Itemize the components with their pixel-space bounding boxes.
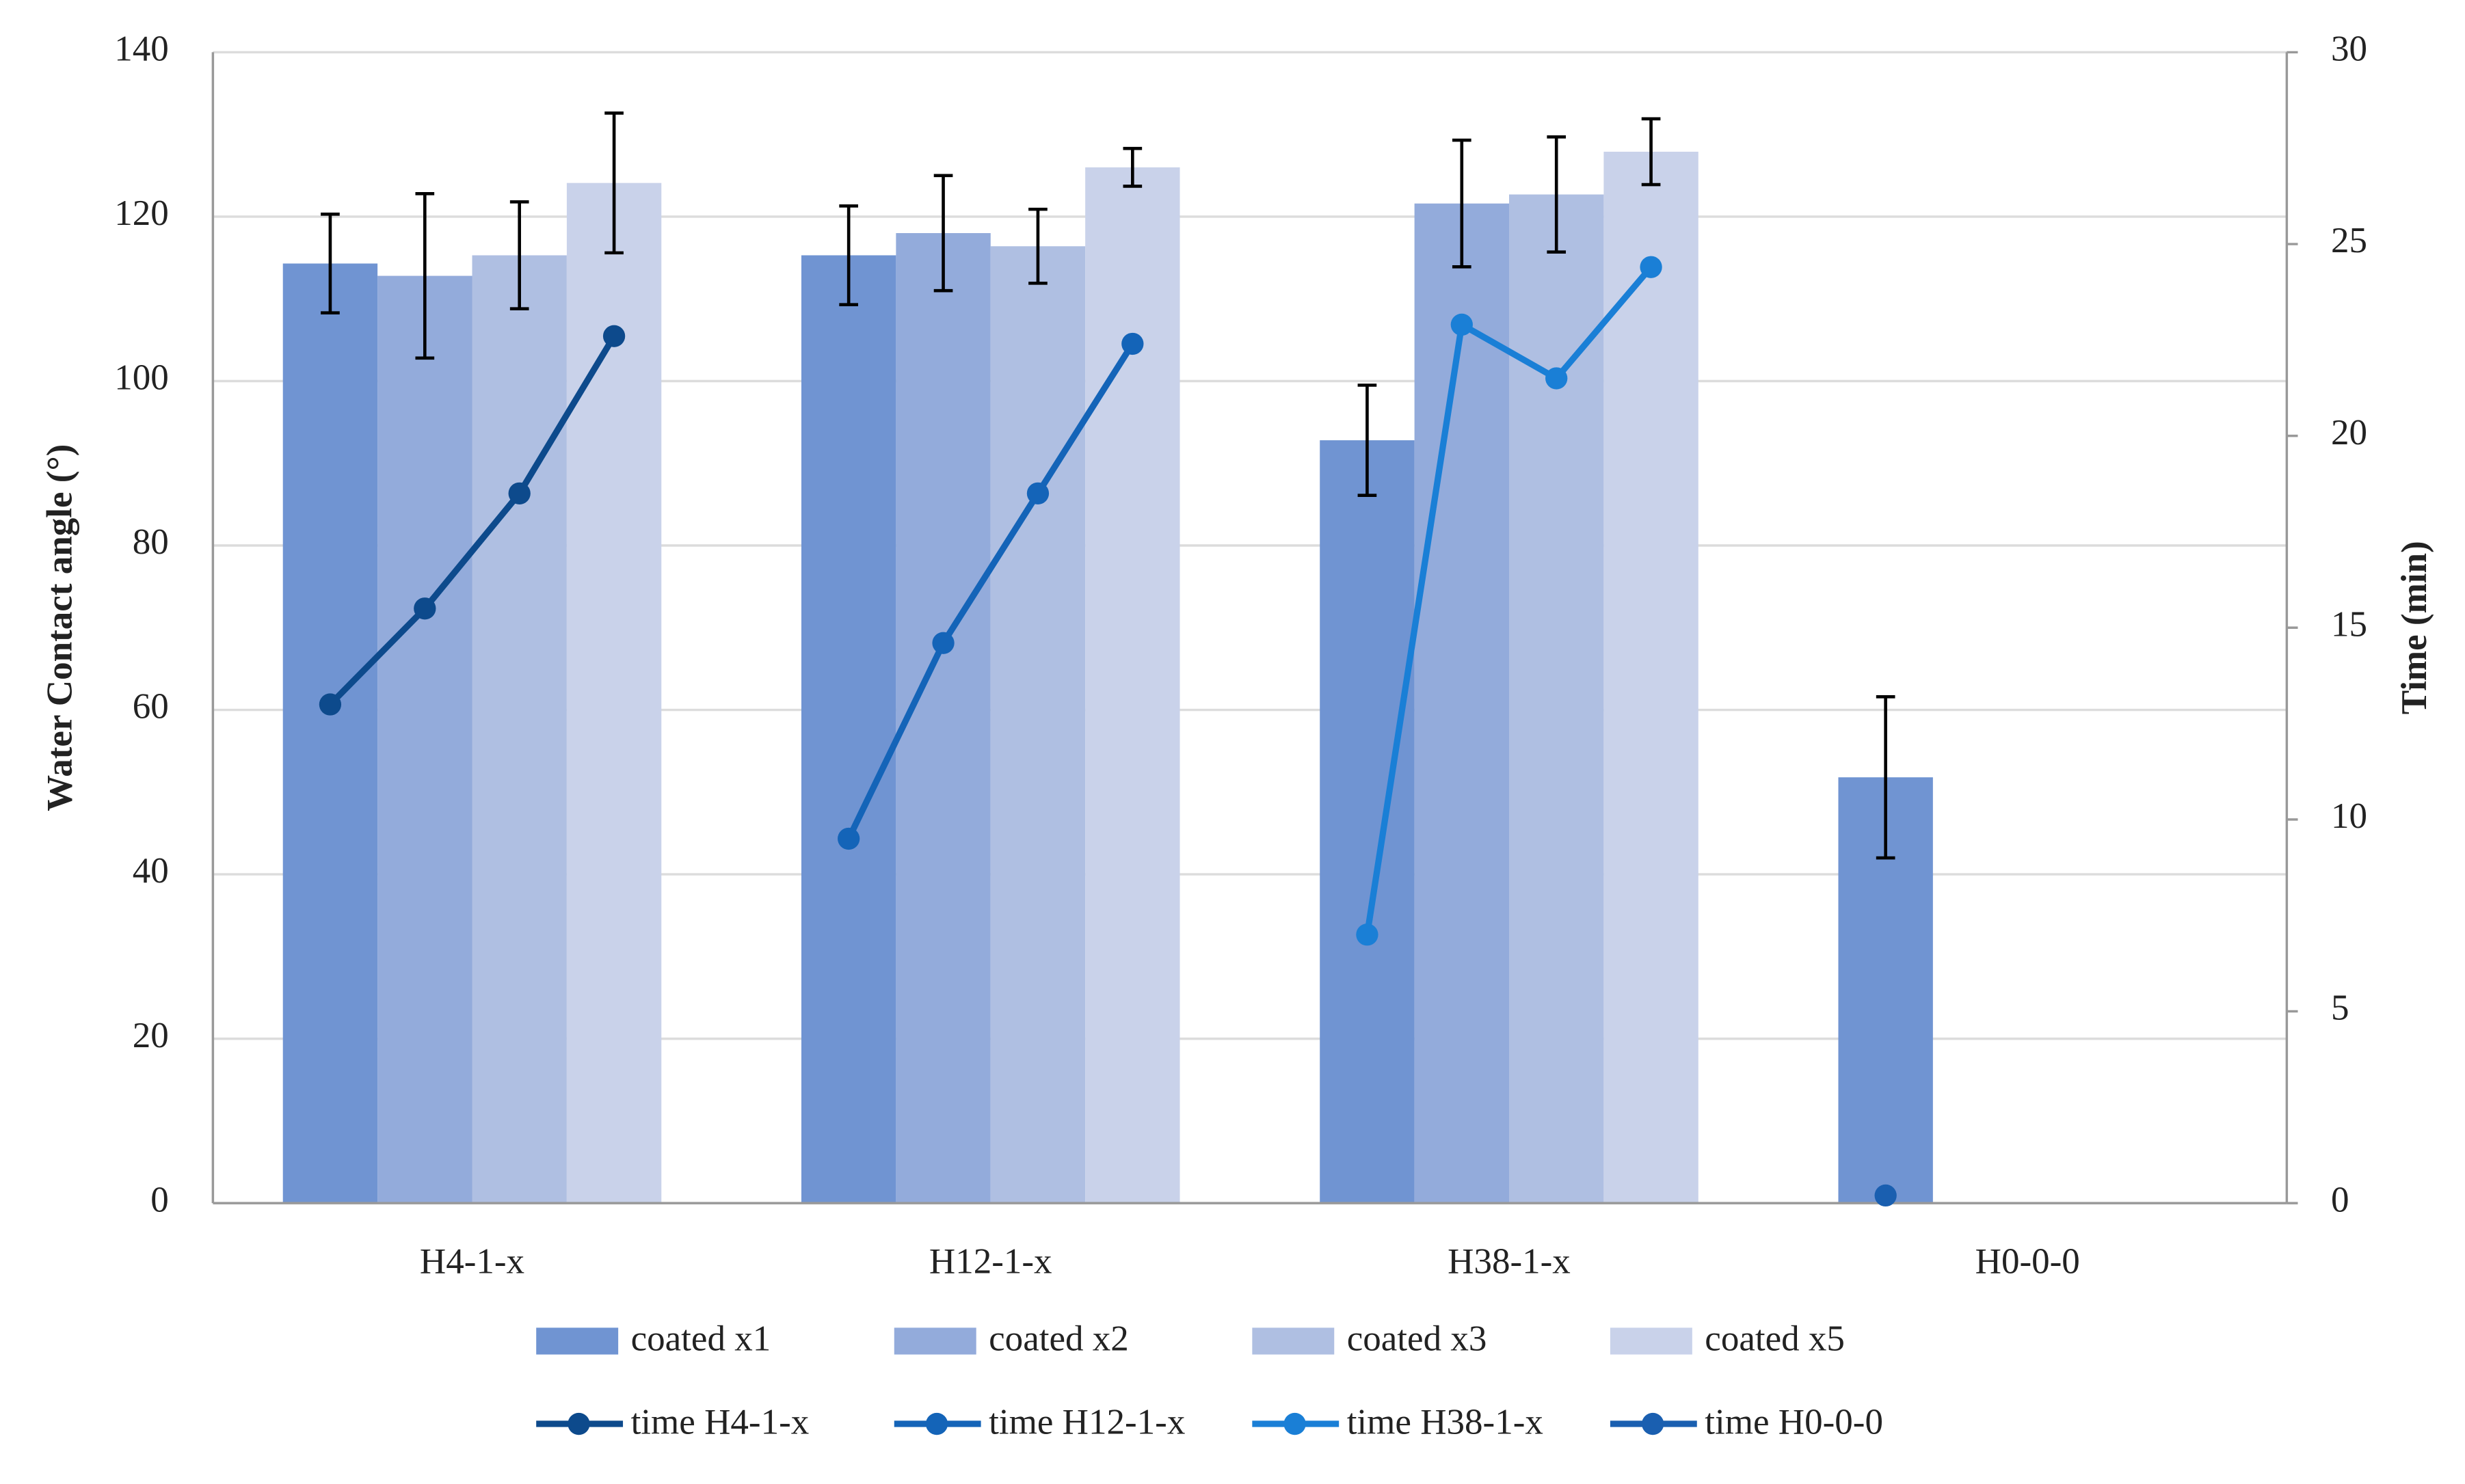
y2-tick-label: 10	[2331, 796, 2367, 836]
error-bar	[1641, 117, 1661, 187]
legend-swatch	[1610, 1327, 1692, 1355]
legend-marker	[925, 1412, 948, 1435]
error-bar	[1876, 694, 1895, 860]
y2-tick-label: 30	[2331, 29, 2367, 69]
time-point	[932, 632, 955, 654]
bar	[896, 233, 991, 1204]
time-point	[1121, 332, 1144, 355]
y2-tick-label: 20	[2331, 413, 2367, 453]
time-point	[1356, 923, 1378, 946]
y-tick-label: 20	[133, 1016, 169, 1055]
legend-label: time H4-1-x	[631, 1403, 810, 1442]
bar	[1414, 203, 1509, 1204]
legend-label: coated x5	[1705, 1319, 1845, 1358]
y-axis-label: Water Contact angle (°)	[40, 444, 79, 811]
legend-marker	[1283, 1412, 1306, 1435]
time-point	[602, 325, 626, 347]
x-tick-label: H0-0-0	[1975, 1241, 2080, 1281]
legend-label: coated x3	[1347, 1319, 1487, 1358]
legend-swatch	[1252, 1327, 1335, 1355]
bar	[1508, 194, 1604, 1204]
y-tick-label: 120	[114, 193, 169, 233]
error-bar	[933, 174, 953, 293]
y-tick-label: 60	[133, 687, 169, 727]
legend-marker	[568, 1412, 590, 1435]
time-line	[846, 342, 1136, 840]
y-tick-label: 140	[114, 29, 169, 69]
error-bar	[1028, 207, 1048, 285]
error-bar	[321, 213, 340, 314]
bar	[566, 183, 662, 1204]
legend-label: time H0-0-0	[1705, 1403, 1883, 1442]
bar	[1320, 440, 1415, 1204]
time-point	[508, 482, 531, 504]
time-line	[1363, 265, 1654, 935]
y2-tick-label: 0	[2331, 1180, 2349, 1219]
error-bar	[509, 200, 529, 310]
time-point	[1450, 313, 1473, 336]
x-tick-label: H12-1-x	[929, 1241, 1052, 1281]
error-bar	[415, 191, 435, 360]
legend-label: time H12-1-x	[989, 1403, 1185, 1442]
y2-axis-label: Time (min)	[2395, 541, 2434, 714]
y-tick-label: 40	[133, 851, 169, 891]
error-bar	[839, 204, 859, 306]
y2-tick-label: 25	[2331, 221, 2367, 260]
time-point	[1545, 367, 1568, 390]
legend-marker	[1642, 1412, 1664, 1435]
y-tick-label: 80	[133, 522, 169, 562]
x-tick-label: H38-1-x	[1448, 1241, 1571, 1281]
legend-swatch	[894, 1327, 976, 1355]
bar	[282, 263, 378, 1204]
bar	[1085, 167, 1180, 1204]
bar	[1603, 151, 1698, 1204]
bar	[801, 255, 896, 1204]
y-tick-label: 100	[114, 358, 169, 398]
legend-swatch	[536, 1327, 619, 1355]
error-bar	[1547, 135, 1567, 254]
error-bar	[1452, 138, 1471, 269]
y2-tick-label: 15	[2331, 604, 2367, 644]
y-tick-label: 0	[150, 1180, 169, 1219]
bar	[990, 246, 1086, 1204]
legend-label: coated x2	[989, 1319, 1129, 1358]
y2-tick-label: 5	[2331, 988, 2349, 1028]
x-tick-label: H4-1-x	[420, 1241, 524, 1281]
time-point	[1640, 256, 1662, 278]
time-point	[414, 597, 436, 620]
time-point	[838, 827, 860, 850]
time-line	[328, 334, 617, 707]
error-bar	[604, 111, 624, 255]
time-point	[1874, 1184, 1897, 1207]
time-point	[1026, 482, 1050, 504]
error-bar	[1357, 383, 1377, 497]
bar	[472, 255, 567, 1204]
bar	[377, 275, 472, 1204]
legend-label: time H38-1-x	[1347, 1403, 1543, 1442]
legend-label: coated x1	[631, 1319, 771, 1358]
error-bar	[1123, 146, 1143, 188]
time-point	[319, 693, 342, 716]
